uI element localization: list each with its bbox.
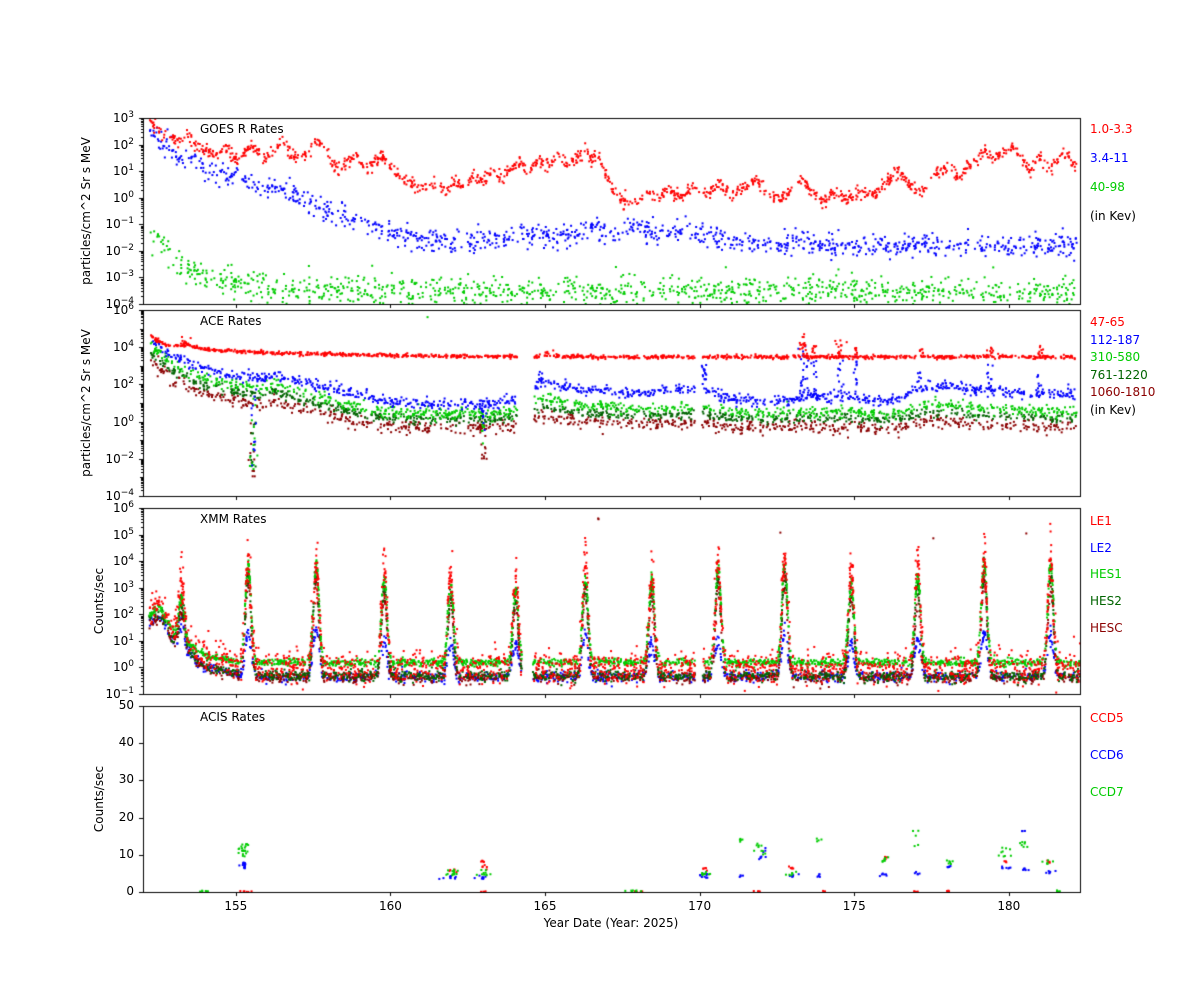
plot-canvas: [0, 0, 1200, 1000]
multi-panel-rates-figure: GOES R Rates ACE Rates XMM Rates ACIS Ra…: [0, 0, 1200, 1000]
